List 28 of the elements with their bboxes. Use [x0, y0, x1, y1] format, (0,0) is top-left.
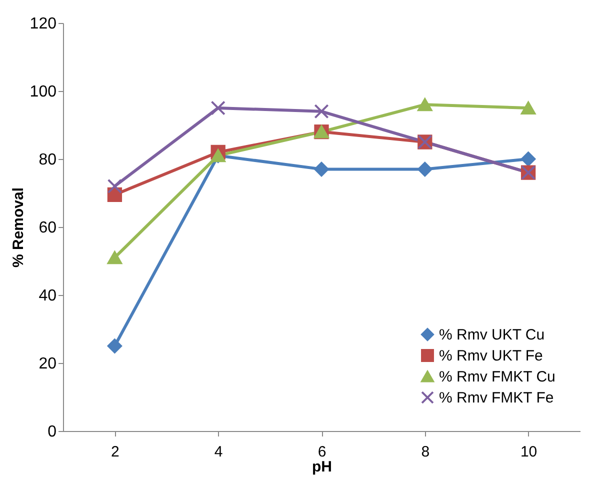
point — [520, 152, 536, 166]
y-tick-label: 0 — [48, 424, 57, 440]
point — [107, 338, 122, 354]
x-tick-label: 6 — [318, 444, 326, 460]
point — [520, 102, 536, 114]
point — [107, 178, 122, 194]
y-tick-label: 60 — [38, 220, 57, 236]
legend-label: % Rmv FMKT Cu — [439, 368, 556, 386]
y-axis-title: % Removal — [10, 187, 27, 268]
point — [418, 162, 432, 177]
point — [210, 100, 226, 116]
legend-label: % Rmv FMKT Fe — [439, 390, 554, 406]
x-tick-label: 4 — [214, 444, 223, 460]
y-tick-label: 120 — [30, 16, 57, 32]
x-tick-label: 10 — [520, 444, 538, 460]
x-tick-label: 8 — [421, 444, 430, 460]
y-tick-label: 40 — [38, 288, 57, 304]
x-tick-label: 2 — [111, 444, 120, 460]
y-tick-label: 20 — [38, 356, 57, 372]
y-tick-label: 80 — [38, 152, 57, 168]
point — [418, 98, 432, 112]
point — [314, 162, 329, 177]
x-axis-title: pH — [312, 458, 332, 476]
y-tick-label: 100 — [30, 84, 57, 100]
point — [314, 104, 329, 119]
legend-label: % Rmv UKT Fe — [439, 348, 543, 364]
legend-label: % Rmv UKT Cu — [439, 326, 545, 344]
point — [107, 251, 122, 264]
